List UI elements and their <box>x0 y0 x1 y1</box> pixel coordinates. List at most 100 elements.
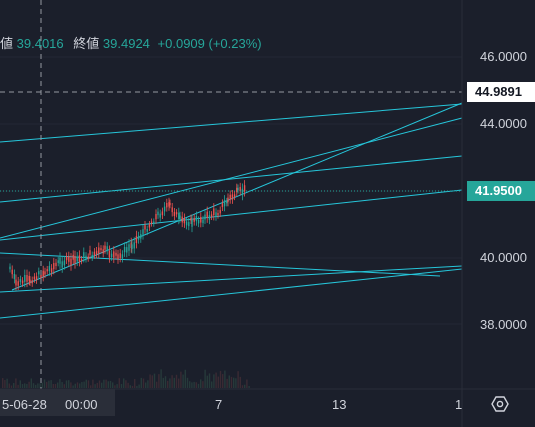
volume-bar <box>112 382 114 388</box>
volume-bar <box>127 382 129 388</box>
volume-bar <box>237 371 239 388</box>
price-tick-46: 46.0000 <box>480 49 527 64</box>
volume-bar <box>219 370 222 388</box>
volume-bar <box>65 380 68 388</box>
candle-body <box>163 206 166 212</box>
trendline <box>0 117 463 239</box>
time-tick-1: 1 <box>455 397 463 412</box>
volume-bar <box>116 384 118 388</box>
volume-bar <box>158 374 160 388</box>
candle-body <box>29 279 31 283</box>
candle-body <box>223 200 226 207</box>
candle-body <box>57 260 59 263</box>
volume-bar <box>195 382 197 388</box>
volume-bar <box>94 384 96 388</box>
candle-body <box>159 213 161 218</box>
candle-body <box>89 250 91 255</box>
volume-bar <box>171 375 173 388</box>
trendline <box>0 265 463 293</box>
ohlc-close-label: 終値 <box>73 36 100 51</box>
volume-bar <box>41 382 43 388</box>
candle-body <box>197 220 200 224</box>
volume-bar <box>138 384 140 388</box>
trendline <box>0 155 463 203</box>
candle-body <box>153 221 155 224</box>
candle-body <box>28 275 30 281</box>
volume-bar <box>241 385 244 388</box>
candle-body <box>91 254 93 258</box>
hexagon-settings-icon[interactable] <box>491 395 509 413</box>
volume-bar <box>180 371 182 388</box>
volume-bar <box>105 379 107 388</box>
candle-body <box>83 252 85 258</box>
volume-bar <box>52 383 54 388</box>
candle-body <box>166 202 168 208</box>
volume-bar <box>13 383 15 388</box>
volume-bar <box>61 382 63 388</box>
volume-bar <box>39 383 41 388</box>
candle-body <box>202 219 204 224</box>
candle-body <box>175 212 178 215</box>
candle-body <box>206 211 208 218</box>
candle-body <box>68 256 70 262</box>
volume-bar <box>15 378 17 388</box>
volume-bar <box>92 379 94 388</box>
candle-body <box>210 214 213 217</box>
volume-bar <box>101 382 103 388</box>
volume-bar <box>37 383 39 388</box>
candle-body <box>178 212 180 220</box>
candle-body <box>87 256 89 259</box>
volume-bar <box>17 384 19 388</box>
candle-body <box>21 280 24 284</box>
volume-bar <box>90 385 92 388</box>
volume-bar <box>10 385 13 388</box>
volume-bar <box>43 379 46 388</box>
candle-body <box>140 234 142 239</box>
candle-body <box>243 185 246 192</box>
volume-bar <box>224 370 226 388</box>
candle-body <box>31 280 33 284</box>
candle-body <box>213 208 215 216</box>
candle-body <box>46 269 48 272</box>
candle-body <box>50 268 53 273</box>
volume-bar <box>30 378 32 388</box>
candle-body <box>13 273 16 279</box>
volume-bar <box>151 375 153 388</box>
volume-bar <box>120 384 123 388</box>
candle-body <box>53 263 55 270</box>
volume-bar <box>211 381 213 388</box>
volume-bar <box>85 379 87 388</box>
volume-bar <box>68 380 70 388</box>
candle-body <box>188 222 190 227</box>
volume-bar <box>197 383 200 388</box>
volume-bar <box>87 380 90 388</box>
candle-body <box>61 261 63 268</box>
candle-body <box>80 259 83 262</box>
candle-body <box>181 216 183 223</box>
volume-bar <box>244 384 246 388</box>
candle-body <box>113 251 115 258</box>
candle-body <box>40 274 42 279</box>
ohlc-legend: 値 39.4016 終値 39.4924 +0.0909 (+0.23%) <box>0 33 262 53</box>
price-tick-38: 38.0000 <box>480 317 527 332</box>
volume-bar <box>6 378 8 388</box>
candle-body <box>44 271 46 275</box>
volume-bar <box>107 381 109 388</box>
volume-bar <box>200 379 202 388</box>
candle-body <box>169 202 171 206</box>
candle-body <box>142 229 144 235</box>
volume-bar <box>118 378 120 388</box>
candle-body <box>128 244 130 251</box>
volume-bar <box>123 378 125 388</box>
candle-body <box>55 262 57 267</box>
candle-body <box>98 247 100 254</box>
candle-body <box>137 235 140 240</box>
volume-bar <box>213 374 215 388</box>
candle-body <box>236 187 238 193</box>
candle-body <box>133 242 135 249</box>
candle-body <box>70 258 72 266</box>
volume-bar <box>164 376 167 388</box>
candle-body <box>108 250 111 258</box>
volume-bar <box>175 374 178 388</box>
